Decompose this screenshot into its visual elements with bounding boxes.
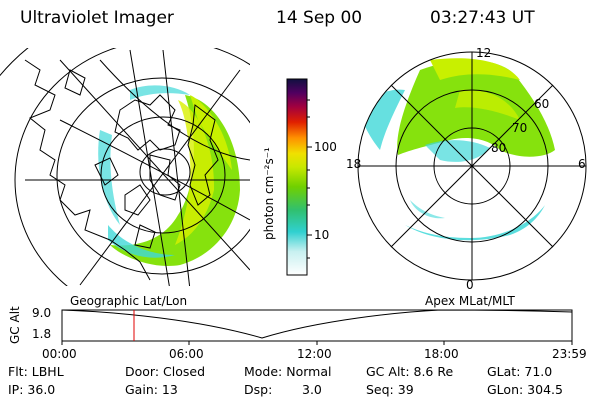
xtick-1800: 18:00 [424, 347, 459, 361]
status-door: Door: Closed [125, 364, 206, 379]
polar-grid [357, 51, 587, 281]
status-glat: GLat: 71.0 [487, 364, 553, 379]
date-label: 14 Sep 00 [276, 8, 363, 28]
status-dsp-value: 3.0 [302, 382, 322, 397]
altitude-ytick-max: 9.0 [32, 306, 52, 320]
colorbar-ticks [307, 99, 312, 259]
altitude-ylabel: GC Alt [8, 306, 22, 344]
xtick-0000: 00:00 [42, 347, 77, 361]
apex-map-label: Apex MLat/MLT [425, 294, 515, 308]
mlt-label-0: 0 [466, 278, 474, 292]
time-label: 03:27:43 UT [430, 8, 535, 28]
mlat-label-70: 70 [512, 121, 528, 135]
status-filter: Flt: LBHL [8, 364, 64, 379]
status-gain: Gain: 13 [125, 382, 178, 397]
geographic-map-label: Geographic Lat/Lon [70, 294, 188, 308]
mlt-label-18: 18 [346, 157, 362, 171]
status-gc-alt: GC Alt: 8.6 Re [366, 364, 454, 379]
xtick-1200: 12:00 [297, 347, 332, 361]
mlat-label-80: 80 [491, 141, 507, 155]
coastlines [24, 59, 219, 281]
aurora-emission-right [360, 58, 555, 241]
colorbar-label: photon cm⁻²s⁻¹ [262, 147, 276, 240]
xtick-0600: 06:00 [169, 347, 204, 361]
status-glon: GLon: 304.5 [487, 382, 563, 397]
instrument-title: Ultraviolet Imager [20, 8, 174, 28]
latlon-grid-left [0, 48, 250, 286]
altitude-ytick-min: 1.8 [32, 327, 52, 341]
status-seq: Seq: 39 [366, 382, 414, 397]
colorbar-tick-100: 100 [314, 140, 337, 154]
colorbar [286, 78, 308, 276]
mlat-label-60: 60 [534, 97, 550, 111]
status-ip: IP: 36.0 [8, 382, 56, 397]
colorbar-tick-10: 10 [314, 228, 330, 242]
mlt-label-12: 12 [476, 46, 492, 60]
xtick-2359: 23:59 [552, 347, 587, 361]
polar-plot [357, 51, 587, 281]
geographic-map [0, 48, 250, 286]
altitude-plot [61, 309, 573, 345]
mlt-label-6: 6 [578, 157, 586, 171]
status-mode: Mode: Normal [244, 364, 332, 379]
status-dsp-label: Dsp: [244, 382, 273, 397]
